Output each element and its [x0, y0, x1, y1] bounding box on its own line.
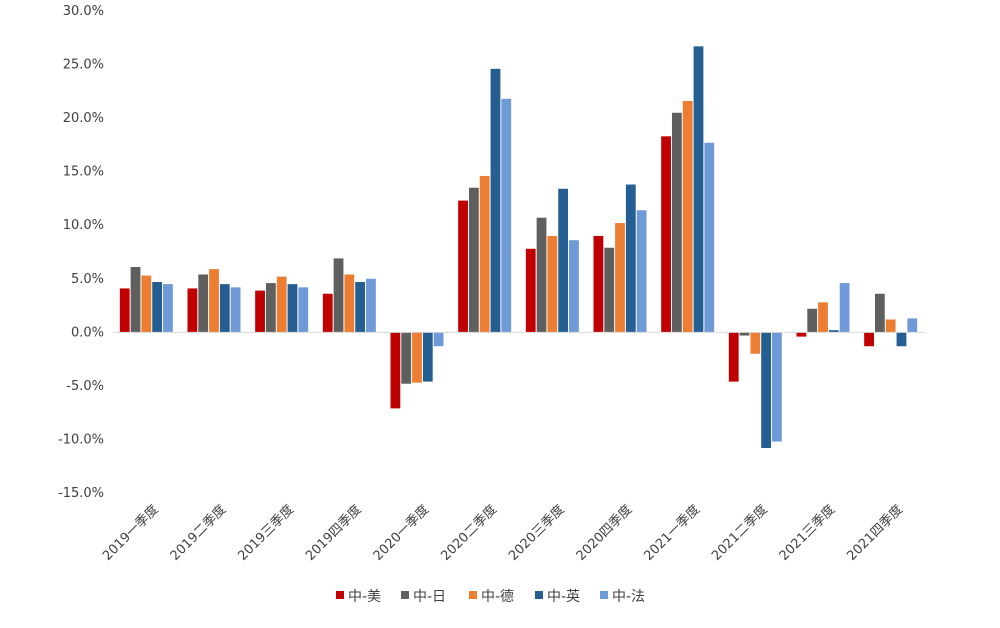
y-tick-label: 5.0%	[71, 272, 104, 287]
legend-label: 中-英	[547, 588, 580, 605]
bar	[198, 274, 209, 333]
x-tick-label: 2021四季度	[844, 502, 906, 564]
legend-label: 中-美	[348, 589, 381, 605]
bar	[390, 332, 401, 409]
bar	[615, 223, 625, 333]
x-tick-label: 2019二季度	[167, 502, 229, 564]
y-tick-label: 30.0%	[63, 4, 104, 19]
bar	[255, 290, 265, 333]
bar	[604, 247, 615, 333]
x-tick-label: 2021二季度	[708, 502, 770, 564]
bar	[536, 217, 547, 333]
bar	[141, 275, 152, 333]
legend-label: 中-日	[413, 589, 446, 605]
bar	[265, 283, 276, 333]
x-tick-label: 2021一季度	[641, 502, 703, 564]
bar	[818, 302, 828, 333]
legend-label: 中-法	[612, 589, 645, 605]
bar	[366, 278, 376, 333]
bar	[333, 258, 344, 333]
bar	[187, 288, 198, 333]
bar	[593, 235, 604, 333]
y-tick-label: -5.0%	[66, 379, 104, 394]
bar	[796, 332, 807, 337]
x-tick-label: 2021三季度	[776, 502, 838, 564]
bar	[119, 288, 130, 333]
y-tick-label: 15.0%	[63, 165, 104, 180]
bar	[671, 112, 682, 333]
legend-swatch	[336, 591, 344, 599]
x-tick-label: 2019四季度	[302, 502, 364, 564]
y-tick-label: -15.0%	[58, 486, 104, 501]
bar	[682, 100, 693, 333]
bar	[558, 188, 569, 333]
bar	[130, 267, 141, 333]
y-tick-label: 25.0%	[63, 58, 104, 73]
y-tick-label: 10.0%	[63, 218, 104, 233]
bar	[728, 332, 739, 382]
bar	[501, 98, 512, 333]
bar	[152, 281, 163, 333]
bar	[344, 274, 355, 333]
bar	[490, 68, 501, 333]
bar	[479, 175, 490, 333]
bar	[163, 284, 173, 333]
bar	[355, 281, 366, 333]
bar	[885, 319, 896, 333]
y-tick-label: 20.0%	[63, 111, 104, 126]
bar	[547, 235, 558, 333]
bar	[896, 332, 907, 347]
x-tick-label: 2019三季度	[235, 502, 297, 564]
bar	[422, 332, 433, 382]
bar	[230, 287, 241, 333]
bar	[625, 184, 636, 333]
bar	[693, 46, 704, 333]
bar	[704, 142, 715, 333]
bar	[468, 187, 479, 333]
bar	[874, 293, 885, 333]
bar	[907, 318, 918, 333]
legend-swatch	[469, 591, 477, 599]
bar	[761, 332, 772, 449]
bar	[287, 284, 298, 333]
legend-swatch	[600, 591, 608, 599]
x-tick-label: 2020三季度	[505, 502, 567, 564]
bar	[636, 210, 647, 333]
bar	[298, 287, 309, 333]
legend-label: 中-德	[481, 589, 514, 605]
bar	[772, 332, 782, 442]
bar	[864, 332, 874, 347]
bar	[401, 332, 412, 384]
bar	[276, 276, 287, 333]
bar	[661, 136, 671, 333]
bar	[219, 284, 230, 333]
legend-swatch	[401, 591, 409, 599]
y-tick-label: -10.0%	[58, 432, 104, 447]
y-tick-label: 0.0%	[71, 325, 104, 340]
x-tick-label: 2020二季度	[438, 502, 500, 564]
x-tick-label: 2020一季度	[370, 502, 432, 564]
bar	[322, 293, 333, 333]
x-tick-label: 2020四季度	[573, 502, 635, 564]
bar	[807, 308, 818, 333]
bar	[750, 332, 761, 354]
bar	[412, 332, 422, 383]
bar	[828, 330, 839, 333]
bar	[739, 332, 750, 336]
bar	[209, 269, 219, 333]
bar	[433, 332, 444, 347]
legend-swatch	[535, 591, 543, 599]
x-tick-label: 2019一季度	[99, 502, 161, 564]
bar	[839, 283, 850, 333]
bar	[525, 248, 536, 333]
bar	[458, 200, 468, 333]
bar	[569, 240, 579, 333]
